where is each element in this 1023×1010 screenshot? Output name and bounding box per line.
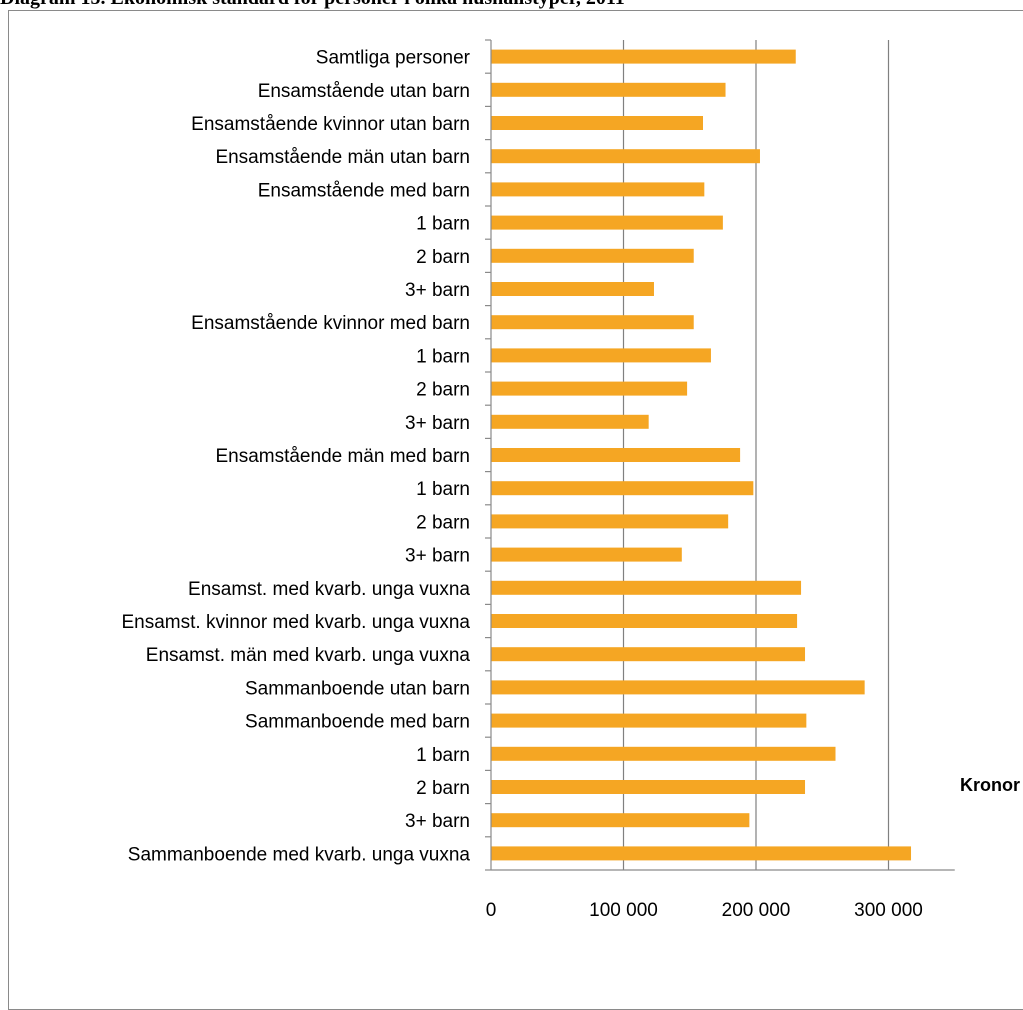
category-label-6: 2 barn — [416, 247, 470, 268]
category-label-2: Ensamstående kvinnor utan barn — [191, 114, 470, 135]
category-label-12: Ensamstående män med barn — [215, 446, 470, 467]
chart-title: Diagram 15. Ekonomisk standard för perso… — [0, 0, 625, 10]
bar-15 — [491, 547, 682, 562]
bar-19 — [491, 680, 865, 695]
category-label-1: Ensamstående utan barn — [258, 81, 470, 102]
category-label-18: Ensamst. män med kvarb. unga vuxna — [146, 645, 471, 666]
bar-22 — [491, 780, 806, 794]
tick-labels: 0 100 000 200 000 300 000 — [486, 900, 923, 921]
bar-10 — [491, 381, 688, 396]
x-tick-label-0: 0 — [486, 900, 497, 921]
bar-24 — [491, 846, 912, 861]
axes — [485, 39, 955, 871]
category-label-14: 2 barn — [416, 512, 470, 533]
category-label-13: 1 barn — [416, 479, 470, 500]
bar-4 — [491, 182, 705, 197]
bar-23 — [491, 813, 750, 828]
category-label-11: 3+ barn — [405, 413, 470, 434]
bar-12 — [491, 448, 741, 462]
bar-6 — [491, 248, 694, 263]
bar-3 — [491, 149, 760, 164]
category-label-23: 3+ barn — [405, 811, 470, 832]
category-label-19: Sammanboende utan barn — [245, 678, 470, 699]
x-tick-label-2: 200 000 — [722, 900, 791, 921]
bar-13 — [491, 481, 754, 496]
bar-21 — [491, 746, 836, 761]
bar-18 — [491, 647, 806, 662]
bar-17 — [491, 614, 798, 628]
bar-0 — [491, 49, 796, 64]
bars — [491, 49, 912, 861]
category-label-24: Sammanboende med kvarb. unga vuxna — [128, 844, 471, 865]
x-axis-unit-label: Kronor — [960, 775, 1020, 795]
bar-5 — [491, 215, 723, 230]
bar-9 — [491, 348, 711, 363]
category-label-10: 2 barn — [416, 380, 470, 401]
bar-1 — [491, 82, 726, 97]
category-label-9: 1 barn — [416, 346, 470, 367]
category-label-5: 1 barn — [416, 214, 470, 235]
category-label-22: 2 barn — [416, 778, 470, 799]
category-label-8: Ensamstående kvinnor med barn — [191, 313, 470, 334]
bar-14 — [491, 514, 729, 529]
bar-11 — [491, 414, 649, 429]
bar-2 — [491, 116, 703, 130]
category-label-4: Ensamstående med barn — [258, 180, 470, 201]
category-label-0: Samtliga personer — [316, 48, 471, 69]
bar-8 — [491, 315, 694, 330]
bar-16 — [491, 580, 802, 595]
bar-20 — [491, 713, 807, 728]
category-labels: Samtliga personer Ensamstående utan barn E… — [121, 48, 470, 866]
category-label-20: Sammanboende med barn — [245, 712, 470, 733]
category-label-7: 3+ barn — [405, 280, 470, 301]
x-tick-label-3: 300 000 — [854, 900, 923, 921]
category-label-16: Ensamst. med kvarb. unga vuxna — [188, 579, 470, 600]
bar-7 — [491, 282, 654, 296]
x-tick-label-1: 100 000 — [589, 900, 658, 921]
category-label-21: 1 barn — [416, 745, 470, 766]
category-label-3: Ensamstående män utan barn — [215, 147, 470, 168]
category-label-15: 3+ barn — [405, 546, 470, 567]
category-label-17: Ensamst. kvinnor med kvarb. unga vuxna — [121, 612, 470, 633]
bar-chart: Samtliga personer Ensamstående utan barn E… — [121, 39, 1020, 921]
